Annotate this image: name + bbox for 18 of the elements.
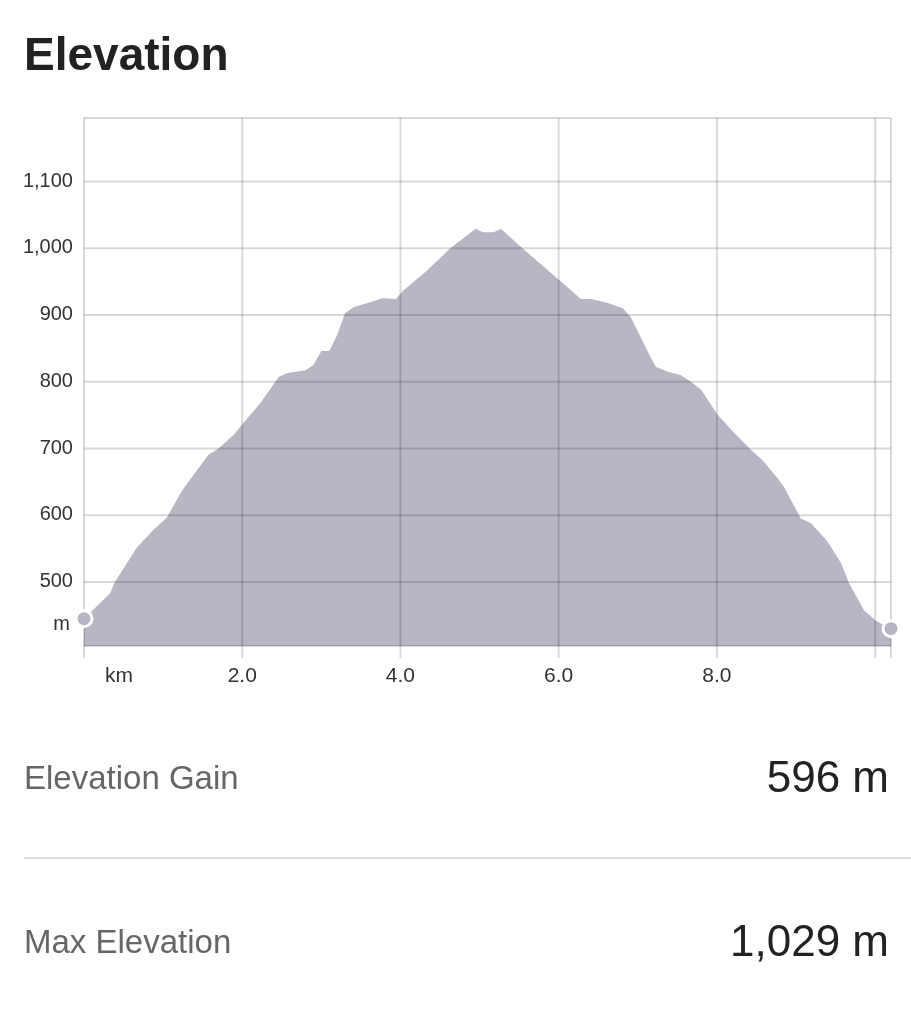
y-tick-label: 600 — [39, 502, 73, 525]
x-axis-title: km — [105, 662, 133, 686]
x-tick-label: 4.0 — [385, 662, 416, 686]
chart-title: Elevation — [24, 28, 229, 80]
x-tick-label: 8.0 — [702, 662, 732, 686]
text: 596 m — [766, 751, 889, 801]
x-tick-label: 6.0 — [544, 662, 574, 686]
text: 1,029 m — [730, 915, 889, 965]
y-tick-label: 800 — [39, 368, 73, 391]
y-tick-label: 700 — [39, 435, 73, 458]
y-tick-label: 900 — [39, 302, 73, 325]
y-tick-label: 500 — [39, 569, 73, 592]
y-axis-title: m — [53, 612, 70, 635]
text: Elevation Gain — [24, 758, 239, 796]
x-tick-label: 2.0 — [227, 662, 257, 686]
text: Max Elevation — [24, 922, 232, 960]
y-tick-label: 1,000 — [22, 235, 73, 258]
y-tick-label: 1,100 — [22, 168, 73, 191]
